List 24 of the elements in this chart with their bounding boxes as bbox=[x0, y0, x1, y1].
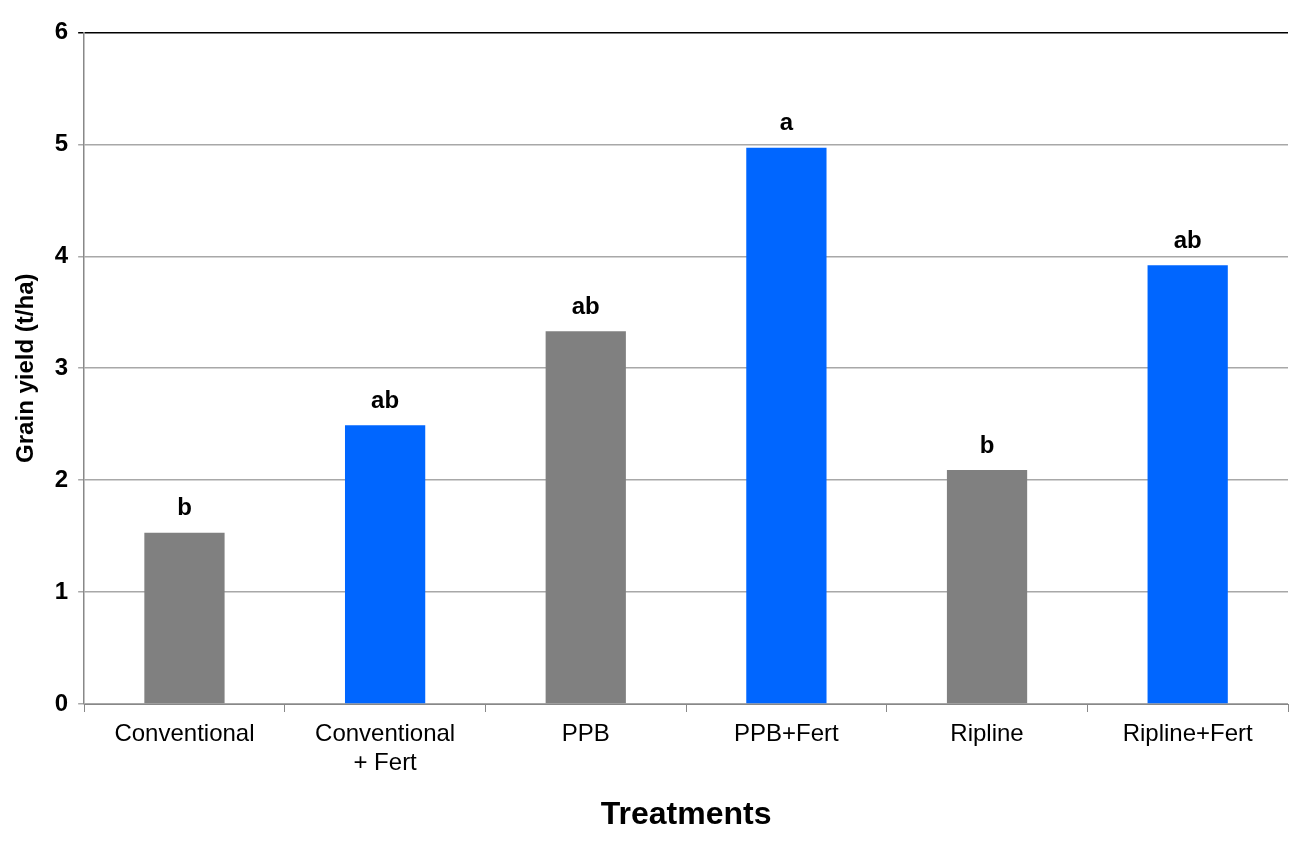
bar bbox=[746, 147, 827, 704]
x-axis-title: Treatments bbox=[600, 794, 772, 831]
y-tick-label: 1 bbox=[54, 576, 69, 604]
bar bbox=[344, 425, 426, 704]
annotation: ab bbox=[571, 291, 600, 319]
annotation: b bbox=[177, 493, 192, 521]
annotation: ab bbox=[1173, 225, 1202, 253]
y-tick-label: 2 bbox=[54, 464, 69, 492]
x-tick-label: Ripline bbox=[950, 719, 1024, 747]
y-tick-label: 3 bbox=[54, 352, 69, 380]
y-axis-title: Grain yield (t/ha) bbox=[11, 273, 39, 463]
x-tick-label: PPB bbox=[561, 719, 610, 747]
x-tick-label: PPB+Fert bbox=[734, 719, 840, 747]
y-tick-label: 0 bbox=[54, 688, 69, 716]
y-tick-label: 4 bbox=[54, 240, 69, 268]
x-tick-label: Conventional + Fert bbox=[315, 719, 456, 775]
annotation: b bbox=[979, 430, 995, 458]
annotation: ab bbox=[371, 385, 400, 413]
y-tick-label: 6 bbox=[54, 17, 69, 45]
x-tick-label: Conventional bbox=[114, 719, 255, 747]
bar bbox=[1147, 265, 1228, 704]
annotation: a bbox=[779, 108, 794, 136]
x-tick-label: Ripline+Fert bbox=[1122, 719, 1254, 747]
y-tick-label: 5 bbox=[54, 128, 69, 156]
